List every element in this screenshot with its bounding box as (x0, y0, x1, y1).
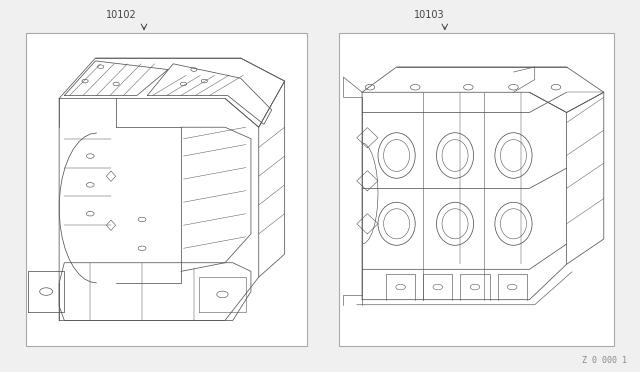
Bar (26, 33, 307, 346)
Bar (339, 33, 614, 346)
Text: 10103: 10103 (413, 10, 444, 20)
Text: Z 0 000 1: Z 0 000 1 (582, 356, 627, 365)
Text: 10102: 10102 (106, 10, 137, 20)
